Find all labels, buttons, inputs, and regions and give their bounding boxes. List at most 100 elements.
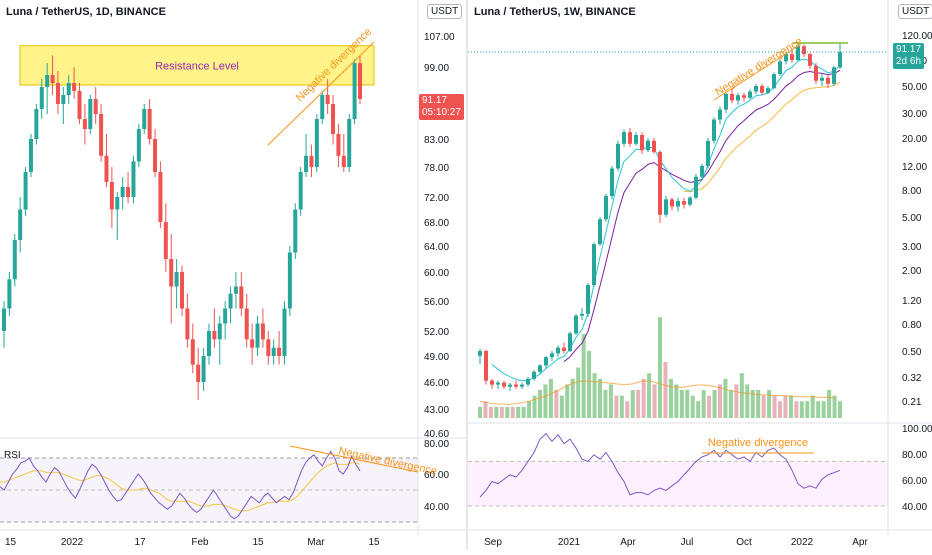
- weekly-candle: [538, 365, 542, 372]
- daily-candle: [325, 95, 330, 104]
- weekly-volume-bar: [767, 390, 772, 418]
- weekly-unit-badge[interactable]: USDT: [898, 4, 932, 19]
- weekly-volume-bar: [799, 401, 804, 418]
- weekly-divergence-line: [713, 44, 801, 101]
- daily-candle: [336, 134, 341, 156]
- daily-rsi-divergence-line: [289, 445, 419, 473]
- weekly-volume-bar: [641, 378, 646, 418]
- weekly-price-tick-label: 0.80: [902, 320, 922, 331]
- weekly-volume-bar: [838, 401, 842, 418]
- daily-candle: [23, 172, 28, 210]
- weekly-volume-bar: [783, 395, 788, 418]
- daily-candle: [347, 119, 352, 167]
- daily-unit-badge[interactable]: USDT: [427, 4, 463, 19]
- weekly-candle: [658, 151, 662, 215]
- weekly-volume-bar: [587, 350, 592, 418]
- daily-price-tick-label: 60.00: [424, 268, 449, 279]
- daily-candle: [109, 182, 114, 210]
- weekly-divergence-label: Negative divergence: [713, 35, 804, 98]
- weekly-candle: [778, 61, 782, 75]
- weekly-rsi-line: [479, 432, 841, 498]
- weekly-volume-ma-line: [479, 380, 835, 406]
- weekly-candle: [490, 380, 494, 385]
- weekly-candle: [814, 65, 818, 81]
- daily-price-tick-label: 49.00: [424, 352, 449, 363]
- daily-candle: [206, 331, 211, 356]
- daily-candle: [18, 209, 23, 240]
- weekly-volume-bar: [483, 401, 488, 418]
- daily-candle: [185, 308, 190, 340]
- daily-candle: [115, 197, 120, 210]
- weekly-time-tick-label: Apr: [852, 537, 868, 548]
- daily-candle: [223, 308, 228, 324]
- daily-candle: [282, 308, 287, 356]
- daily-chart-svg[interactable]: 107.0099.0091.0083.0078.0072.0068.0064.0…: [0, 0, 466, 550]
- weekly-time-tick-label: Oct: [736, 537, 752, 548]
- daily-candle: [341, 155, 346, 167]
- weekly-volume-bar: [603, 390, 608, 418]
- weekly-volume-bar: [527, 401, 532, 418]
- weekly-volume-bar: [696, 401, 701, 418]
- weekly-volume-bar: [668, 378, 673, 418]
- weekly-chart-svg[interactable]: 120.00 80.00 50.00 30.00 20.00 12.00 8.00 5.00 3…: [468, 0, 932, 550]
- daily-rsi-label: RSI: [4, 450, 21, 461]
- weekly-candle: [622, 132, 626, 144]
- weekly-candle: [802, 46, 806, 55]
- daily-candle: [104, 155, 109, 182]
- weekly-candle: [502, 382, 506, 387]
- weekly-price-tick-label: 8.00: [902, 186, 922, 197]
- daily-chart-panel[interactable]: 107.0099.0091.0083.0078.0072.0068.0064.0…: [0, 0, 466, 550]
- weekly-candle: [682, 201, 686, 205]
- daily-candle: [190, 339, 195, 365]
- weekly-candle: [520, 384, 524, 387]
- daily-candle: [142, 109, 147, 129]
- daily-candle: [158, 172, 163, 222]
- daily-candle: [45, 75, 50, 87]
- daily-time-tick-label: Feb: [191, 537, 209, 548]
- daily-candle: [331, 104, 336, 134]
- weekly-candle: [790, 54, 794, 60]
- weekly-chart-panel[interactable]: 120.00 80.00 50.00 30.00 20.00 12.00 8.00 5.00 3…: [468, 0, 932, 550]
- weekly-candle: [484, 351, 488, 381]
- weekly-time-tick-label: Sep: [484, 537, 502, 548]
- weekly-ema-slow-line: [683, 81, 841, 193]
- weekly-candle: [574, 315, 578, 334]
- daily-candle: [212, 331, 217, 340]
- weekly-candle: [808, 54, 812, 66]
- weekly-candle: [730, 93, 734, 101]
- weekly-volume-bar: [674, 384, 679, 418]
- weekly-volume-bar: [690, 395, 695, 418]
- weekly-candle: [754, 86, 758, 92]
- weekly-volume-bar: [543, 384, 548, 418]
- weekly-volume-bar: [598, 378, 602, 418]
- weekly-candle: [742, 95, 746, 98]
- weekly-volume-bar: [827, 390, 832, 418]
- weekly-volume-bar: [679, 390, 684, 418]
- weekly-candle: [820, 77, 824, 81]
- weekly-candle: [838, 52, 842, 68]
- weekly-volume-bar: [805, 401, 810, 418]
- daily-time-tick-label: 17: [134, 537, 146, 548]
- weekly-price-tick-label: 12.00: [902, 162, 927, 173]
- weekly-rsi-tick-label: 40.00: [902, 502, 927, 513]
- weekly-volume-bar: [723, 378, 728, 418]
- weekly-volume-bar: [630, 390, 635, 418]
- weekly-volume-bar: [816, 401, 821, 418]
- weekly-volume-bar: [647, 373, 652, 418]
- weekly-candle: [478, 351, 482, 356]
- weekly-chart-title: Luna / TetherUS, 1W, BINANCE: [474, 6, 636, 18]
- daily-price-tick-label: 83.00: [424, 135, 449, 146]
- weekly-price-tick-label: 5.00: [902, 213, 922, 224]
- weekly-candle: [736, 95, 740, 101]
- daily-candle: [77, 91, 82, 119]
- weekly-volume-bar: [505, 406, 510, 418]
- weekly-volume-bar: [821, 401, 826, 418]
- weekly-candle: [796, 46, 800, 60]
- weekly-candle: [610, 168, 614, 197]
- weekly-volume-bar: [532, 395, 537, 418]
- weekly-candle: [748, 91, 752, 98]
- daily-candle: [233, 286, 238, 294]
- daily-rsi-tick-label: 40.00: [424, 502, 449, 513]
- weekly-candle: [646, 140, 650, 151]
- weekly-volume-bar: [565, 384, 570, 418]
